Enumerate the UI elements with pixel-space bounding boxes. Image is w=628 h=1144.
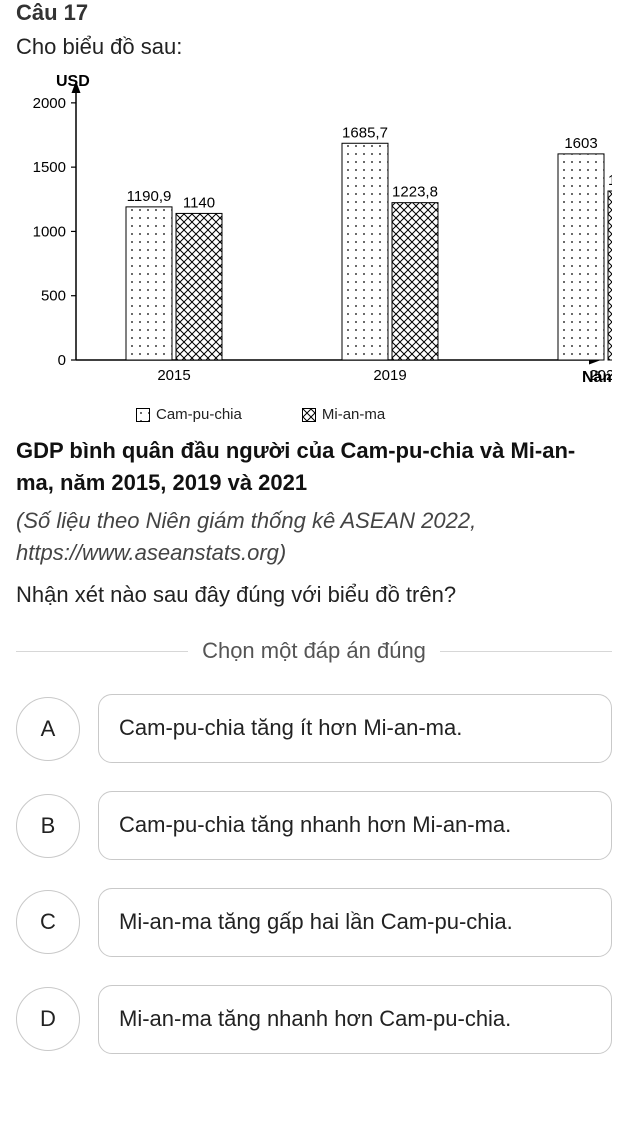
question-ask: Nhận xét nào sau đây đúng với biểu đồ tr…	[16, 579, 612, 611]
question-intro: Cho biểu đồ sau:	[16, 34, 612, 60]
option-key[interactable]: D	[16, 987, 80, 1051]
svg-text:2015: 2015	[157, 367, 190, 384]
legend-swatch	[302, 408, 316, 422]
chart-legend: Cam-pu-chia Mi-an-ma	[16, 406, 612, 423]
picker-label: Chọn một đáp án đúng	[202, 638, 426, 664]
svg-text:2021: 2021	[589, 367, 612, 384]
svg-text:0: 0	[58, 352, 66, 369]
svg-text:1603: 1603	[564, 135, 597, 152]
legend-item: Mi-an-ma	[302, 406, 385, 423]
svg-text:500: 500	[41, 288, 66, 305]
chart-title: GDP bình quân đầu người của Cam-pu-chia …	[16, 435, 612, 499]
chart-container: USDNăm05001000150020001190,9114020151685…	[16, 70, 612, 423]
option-row[interactable]: A Cam-pu-chia tăng ít hơn Mi-an-ma.	[16, 694, 612, 763]
option-text[interactable]: Cam-pu-chia tăng ít hơn Mi-an-ma.	[98, 694, 612, 763]
option-row[interactable]: B Cam-pu-chia tăng nhanh hơn Mi-an-ma.	[16, 791, 612, 860]
svg-text:1000: 1000	[33, 223, 66, 240]
legend-item: Cam-pu-chia	[136, 406, 242, 423]
svg-text:1314,4: 1314,4	[608, 172, 612, 189]
question-number: Câu 17	[16, 0, 612, 26]
option-text[interactable]: Mi-an-ma tăng nhanh hơn Cam-pu-chia.	[98, 985, 612, 1054]
svg-text:2019: 2019	[373, 367, 406, 384]
option-key[interactable]: A	[16, 697, 80, 761]
legend-swatch	[136, 408, 150, 422]
options-list: A Cam-pu-chia tăng ít hơn Mi-an-ma. B Cam-p…	[16, 694, 612, 1053]
divider-line-right	[440, 651, 612, 652]
svg-text:USD: USD	[56, 73, 90, 90]
svg-text:1500: 1500	[33, 159, 66, 176]
option-row[interactable]: D Mi-an-ma tăng nhanh hơn Cam-pu-chia.	[16, 985, 612, 1054]
legend-label: Mi-an-ma	[322, 406, 385, 423]
option-key[interactable]: B	[16, 794, 80, 858]
option-key[interactable]: C	[16, 890, 80, 954]
svg-text:1190,9: 1190,9	[127, 188, 172, 205]
chart-source: (Số liệu theo Niên giám thống kê ASEAN 2…	[16, 505, 612, 569]
picker-divider: Chọn một đáp án đúng	[16, 638, 612, 664]
svg-text:1685,7: 1685,7	[342, 124, 388, 141]
svg-text:1223,8: 1223,8	[392, 184, 438, 201]
bar-chart: USDNăm05001000150020001190,9114020151685…	[16, 70, 612, 400]
svg-text:1140: 1140	[183, 194, 215, 211]
option-text[interactable]: Cam-pu-chia tăng nhanh hơn Mi-an-ma.	[98, 791, 612, 860]
svg-text:2000: 2000	[33, 95, 66, 112]
option-text[interactable]: Mi-an-ma tăng gấp hai lần Cam-pu-chia.	[98, 888, 612, 957]
option-row[interactable]: C Mi-an-ma tăng gấp hai lần Cam-pu-chia.	[16, 888, 612, 957]
divider-line-left	[16, 651, 188, 652]
legend-label: Cam-pu-chia	[156, 406, 242, 423]
